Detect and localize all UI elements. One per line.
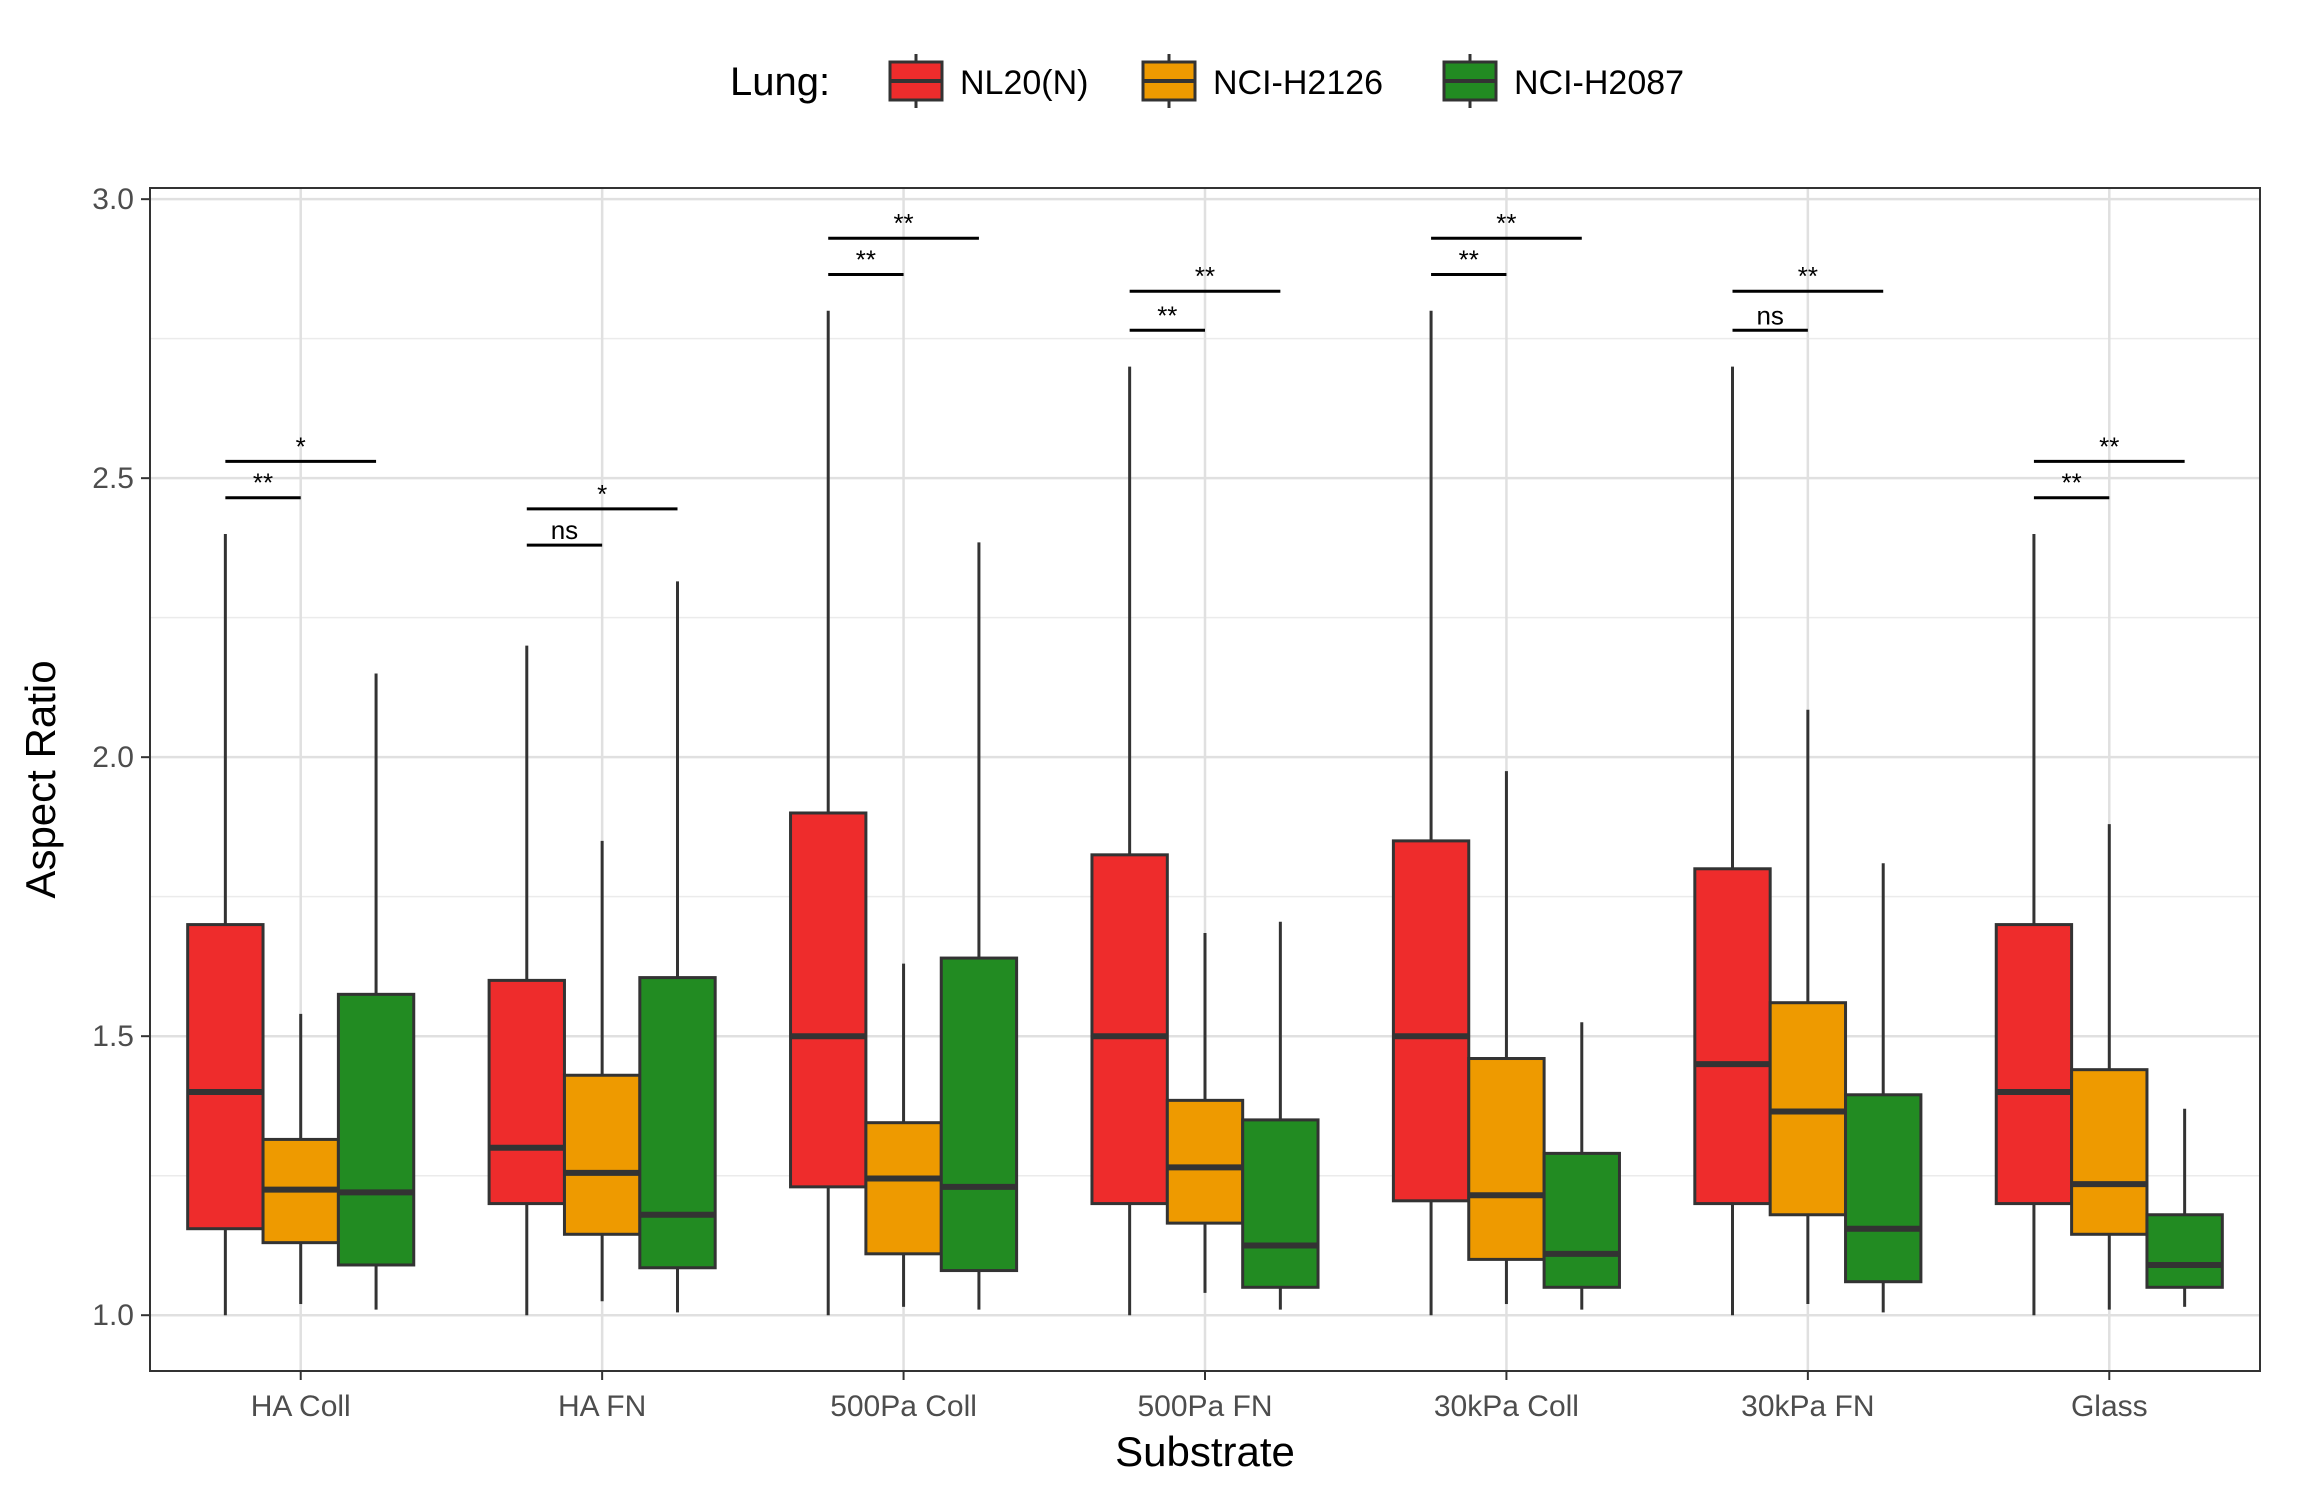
legend-item: NL20(N) [888,54,1088,108]
significance-label: ** [856,244,876,274]
box-body [789,811,868,1189]
box-body [1165,1098,1245,1225]
significance-bracket: ** [225,468,301,500]
significance-label: ** [893,208,913,238]
y-tick-label: 1.5 [92,1020,134,1053]
box [2145,1108,2224,1307]
y-tick-label: 3.0 [92,183,134,216]
box [1391,310,1471,1316]
significance-bracket: * [225,431,377,463]
significance-label: ** [1459,244,1479,274]
box [939,542,1019,1310]
significance-bracket: ** [2033,431,2185,463]
significance-bracket: ** [828,208,979,240]
box [261,1013,340,1305]
x-tick-label: HA Coll [251,1390,351,1423]
y-tick-label: 2.5 [92,462,134,495]
significance-label: ** [2099,431,2119,461]
significance-bracket: ** [1129,261,1281,293]
box-body [939,956,1019,1273]
box [1467,771,1546,1305]
y-tick-label: 2.0 [92,741,134,774]
significance-bracket: ** [1431,208,1582,240]
box [186,533,265,1316]
x-tick-label: 30kPa FN [1741,1390,1874,1423]
significance-bracket: ns [1732,300,1808,332]
legend-label: NCI-H2087 [1514,64,1684,102]
box [1165,932,1245,1293]
significance-label: ** [1195,261,1215,291]
box [2070,824,2149,1310]
x-tick-label: 500Pa FN [1137,1390,1272,1423]
box-body [1844,1093,1923,1284]
significance-bracket: ns [526,515,603,547]
significance-label: ** [2061,468,2081,498]
significance-bracket: * [526,479,678,511]
significance-bracket: ** [828,244,904,276]
x-tick-label: 500Pa Coll [830,1390,977,1423]
x-tick-label: Glass [2071,1390,2148,1423]
box-series [186,310,2224,1316]
series-nci-h2087 [336,542,2224,1313]
box [336,673,416,1310]
series-nl20-n- [186,310,2074,1316]
box-body [864,1121,943,1256]
box-body [487,978,566,1206]
x-tick-label: 30kPa Coll [1434,1390,1579,1423]
box-body [1391,839,1471,1203]
box [1241,921,1320,1310]
significance-bracket: ** [1431,244,1507,276]
box-body [1542,1151,1621,1289]
box-body [1994,923,2074,1206]
significance-bracket: ** [2033,468,2110,500]
legend-title: Lung: [730,60,830,104]
legend: Lung: NL20(N) NCI-H2126 NCI-H2087 [730,54,1684,108]
significance-label: ** [1157,300,1177,330]
box [1844,863,1923,1313]
significance-label: ** [253,468,273,498]
box-body [2070,1068,2149,1236]
x-tick-label: HA FN [558,1390,646,1423]
box-body [638,976,717,1270]
box-body [562,1073,642,1236]
legend-item: NCI-H2126 [1141,54,1383,108]
box [789,310,868,1316]
box-body [1693,867,1772,1206]
significance-label: * [597,479,607,509]
box [864,963,943,1307]
legend-label: NL20(N) [960,64,1088,102]
y-tick-label: 1.0 [92,1299,134,1332]
significance-label: ** [1798,261,1818,291]
y-axis-title: Aspect Ratio [17,660,64,898]
box-body [186,923,265,1231]
significance-label: ns [551,515,578,545]
legend-label: NCI-H2126 [1213,64,1383,102]
significance-label: ** [1496,208,1516,238]
legend-item: NCI-H2087 [1442,54,1684,108]
significance-label: * [296,431,306,461]
box-body [2145,1213,2224,1289]
box-body [1090,853,1169,1206]
axes: 1.0 1.5 2.0 2.5 3.0 HA Coll HA FN 500Pa Coll 500… [92,183,2147,1423]
series-nci-h2126 [261,709,2149,1310]
box-body [336,992,416,1267]
significance-bracket: ** [1732,261,1884,293]
significance-annotations: ***ns*************ns****** [225,208,2185,547]
box [562,840,642,1302]
box [638,581,717,1313]
significance-bracket: ** [1129,300,1205,332]
box-body [1467,1057,1546,1261]
box [1090,366,1169,1316]
box-body [1241,1118,1320,1289]
significance-label: ns [1756,300,1783,330]
box [487,645,566,1316]
box [1994,533,2074,1316]
x-axis-title: Substrate [1115,1428,1295,1475]
box [1768,709,1848,1305]
box [1542,1022,1621,1310]
